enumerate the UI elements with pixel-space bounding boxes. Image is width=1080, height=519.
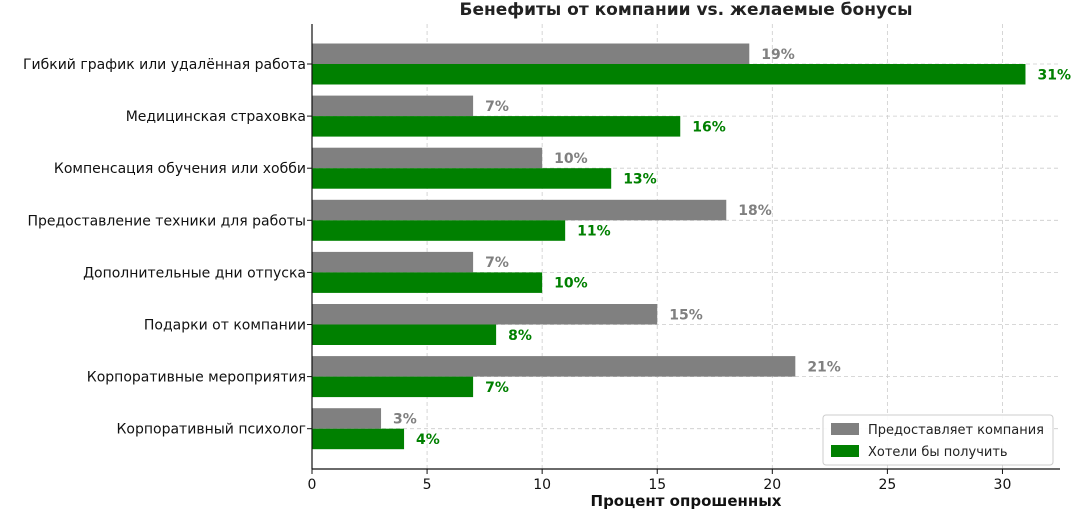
data-label: 3% bbox=[393, 411, 417, 427]
data-label: 15% bbox=[669, 307, 703, 323]
bar-provided bbox=[312, 95, 474, 117]
data-label: 21% bbox=[807, 359, 841, 375]
category-label: Компенсация обучения или хобби bbox=[54, 161, 306, 177]
category-labels: Гибкий график или удалённая работа Медици… bbox=[23, 57, 306, 438]
bar-provided bbox=[312, 356, 796, 377]
data-label: 7% bbox=[485, 255, 509, 271]
bar-wanted bbox=[312, 116, 681, 137]
x-tick-label: 5 bbox=[423, 477, 432, 493]
bar-provided bbox=[312, 408, 382, 429]
bar-wanted bbox=[312, 272, 543, 293]
x-tick-label: 25 bbox=[878, 477, 896, 493]
legend-label: Хотели бы получить bbox=[868, 445, 1008, 460]
legend-box bbox=[822, 414, 1054, 466]
bar-wanted bbox=[312, 324, 497, 345]
data-label: 8% bbox=[508, 328, 532, 344]
category-label: Гибкий график или удалённая работа bbox=[23, 57, 306, 73]
x-tick-label: 20 bbox=[763, 477, 781, 493]
legend-swatch bbox=[831, 445, 859, 457]
bar-wanted bbox=[312, 428, 405, 450]
bar-provided bbox=[312, 304, 658, 325]
chart-title: Бенефиты от компании vs. желаемые бонусы bbox=[460, 0, 913, 20]
bar-provided bbox=[312, 199, 727, 221]
x-tick-label: 30 bbox=[994, 477, 1012, 493]
legend-label: Предоставляет компания bbox=[868, 423, 1044, 438]
data-label: 11% bbox=[577, 224, 611, 240]
axes bbox=[307, 24, 1060, 474]
bar-provided bbox=[312, 43, 750, 64]
bar-wanted bbox=[312, 64, 1026, 85]
data-labels: 19% 7% 10% 18% 7% 15% 21% 3% 31% 16% 13% 11% 10% 8% 7%… bbox=[393, 47, 1071, 448]
category-label: Предоставление техники для работы bbox=[27, 213, 306, 229]
bar-wanted bbox=[312, 220, 566, 241]
category-label: Подарки от компании bbox=[144, 318, 306, 334]
data-label: 10% bbox=[554, 151, 588, 167]
bar-provided bbox=[312, 147, 543, 169]
legend: Предоставляет компания Хотели бы получить bbox=[822, 414, 1054, 466]
data-label: 7% bbox=[485, 99, 509, 115]
data-label: 4% bbox=[416, 432, 440, 448]
category-label: Корпоративные мероприятия bbox=[87, 370, 306, 386]
data-label: 16% bbox=[692, 119, 726, 135]
x-axis-label: Процент опрошенных bbox=[591, 492, 782, 510]
bar-wanted bbox=[312, 376, 474, 398]
data-label: 31% bbox=[1037, 67, 1071, 83]
x-tick-label: 15 bbox=[648, 477, 666, 493]
category-label: Корпоративный психолог bbox=[116, 422, 306, 438]
category-label: Медицинская страховка bbox=[126, 109, 306, 125]
data-label: 13% bbox=[623, 171, 657, 187]
data-label: 19% bbox=[761, 47, 795, 63]
category-label: Дополнительные дни отпуска bbox=[83, 265, 306, 281]
legend-swatch bbox=[831, 423, 859, 435]
x-tick-labels: 0 5 10 15 20 25 30 bbox=[308, 477, 1012, 493]
data-label: 10% bbox=[554, 276, 588, 292]
grid-lines bbox=[311, 24, 1060, 469]
bar-wanted bbox=[312, 168, 612, 189]
data-label: 18% bbox=[738, 203, 772, 219]
x-tick-label: 0 bbox=[308, 477, 317, 493]
bars bbox=[312, 43, 1026, 450]
bar-provided bbox=[312, 251, 474, 273]
data-label: 7% bbox=[485, 380, 509, 396]
x-tick-label: 10 bbox=[533, 477, 551, 493]
